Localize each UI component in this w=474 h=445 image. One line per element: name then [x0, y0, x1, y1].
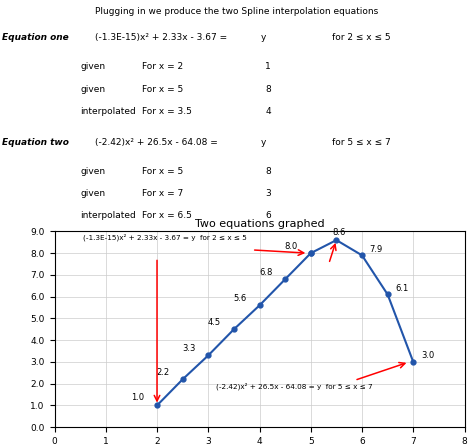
Text: 8: 8 — [265, 85, 271, 93]
Text: given: given — [81, 167, 106, 176]
Text: For x = 5: For x = 5 — [142, 167, 183, 176]
Text: (-2.42)x² + 26.5x - 64.08 = y  for 5 ≤ x ≤ 7: (-2.42)x² + 26.5x - 64.08 = y for 5 ≤ x … — [216, 382, 373, 390]
Text: for 2 ≤ x ≤ 5: for 2 ≤ x ≤ 5 — [332, 33, 391, 42]
Text: 1: 1 — [265, 62, 271, 71]
Text: for 5 ≤ x ≤ 7: for 5 ≤ x ≤ 7 — [332, 138, 391, 147]
Text: 6.1: 6.1 — [395, 284, 409, 293]
Text: given: given — [81, 85, 106, 93]
Text: For x = 6.5: For x = 6.5 — [142, 211, 192, 220]
Text: 3.0: 3.0 — [421, 351, 434, 360]
Text: Plugging in we produce the two Spline interpolation equations: Plugging in we produce the two Spline in… — [95, 7, 379, 16]
Text: 1.0: 1.0 — [131, 393, 144, 402]
Text: 4: 4 — [265, 107, 271, 116]
Text: y: y — [261, 33, 266, 42]
Text: (-1.3E-15)x² + 2.33x - 3.67 = y  for 2 ≤ x ≤ 5: (-1.3E-15)x² + 2.33x - 3.67 = y for 2 ≤ … — [82, 234, 246, 241]
Text: given: given — [81, 189, 106, 198]
Text: interpolated: interpolated — [81, 211, 137, 220]
Text: (-2.42)x² + 26.5x - 64.08 =: (-2.42)x² + 26.5x - 64.08 = — [95, 138, 218, 147]
Text: Equation one: Equation one — [2, 33, 69, 42]
Text: For x = 3.5: For x = 3.5 — [142, 107, 192, 116]
Text: 3: 3 — [265, 189, 271, 198]
Text: For x = 7: For x = 7 — [142, 189, 183, 198]
Text: 6.8: 6.8 — [259, 267, 273, 277]
Text: 8.6: 8.6 — [332, 228, 346, 237]
Text: 8.0: 8.0 — [285, 242, 298, 251]
Text: Equation two: Equation two — [2, 138, 69, 147]
Text: 8: 8 — [265, 167, 271, 176]
Text: given: given — [81, 62, 106, 71]
Text: (-1.3E-15)x² + 2.33x - 3.67 =: (-1.3E-15)x² + 2.33x - 3.67 = — [95, 33, 227, 42]
Text: 6: 6 — [265, 211, 271, 220]
Text: y: y — [261, 138, 266, 147]
Text: 2.2: 2.2 — [157, 368, 170, 377]
Text: interpolated: interpolated — [81, 107, 137, 116]
Title: Two equations graphed: Two equations graphed — [195, 219, 324, 229]
Text: 4.5: 4.5 — [208, 318, 221, 327]
Text: 5.6: 5.6 — [234, 294, 246, 303]
Text: 3.3: 3.3 — [182, 344, 195, 353]
Text: 7.9: 7.9 — [370, 245, 383, 254]
Text: For x = 5: For x = 5 — [142, 85, 183, 93]
Text: For x = 2: For x = 2 — [142, 62, 183, 71]
